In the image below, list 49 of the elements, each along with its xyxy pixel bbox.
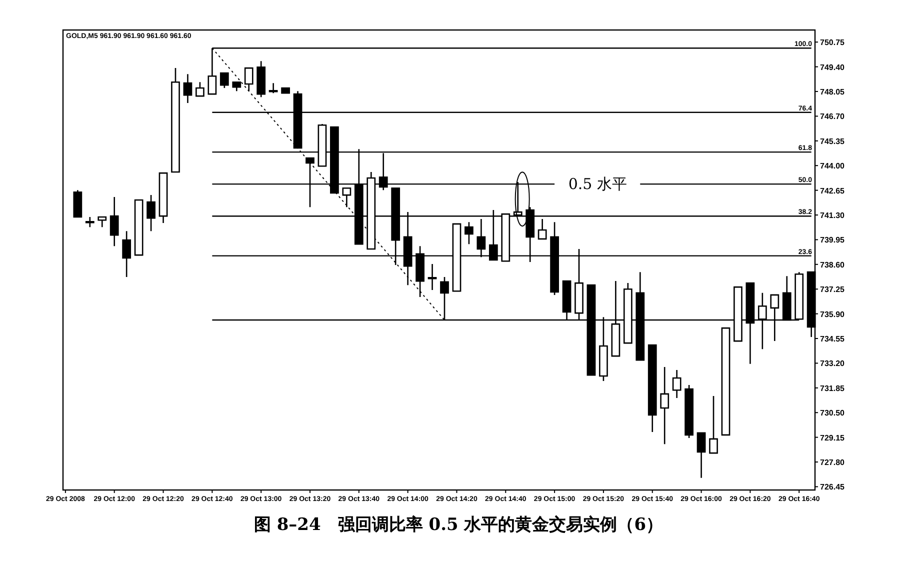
- y-tick-label: 745.35: [820, 136, 846, 146]
- y-tick-label: 734.55: [820, 334, 846, 344]
- candlestick: [244, 67, 254, 92]
- y-tick-label: 727.80: [820, 458, 846, 468]
- candlestick: [183, 73, 192, 104]
- annotation: 0.5 水平: [568, 175, 627, 194]
- text: 图 8–24 强回调比率 0.5 水平的黄金交易实例（6）: [254, 515, 664, 535]
- y-tick-label: 735.90: [820, 310, 846, 319]
- y-tick-label: 733.20: [820, 359, 846, 368]
- y-tick-label: 746.70: [820, 112, 846, 122]
- candlestick: [709, 395, 718, 454]
- candlestick: [98, 216, 107, 228]
- candlestick: [73, 189, 82, 218]
- y-tick-label: 748.05: [820, 87, 846, 96]
- candlestick: [110, 196, 119, 247]
- candlestick: [232, 82, 242, 92]
- candlestick: [158, 172, 168, 224]
- candlestick: [538, 218, 547, 240]
- candlestick: [696, 432, 706, 479]
- candlestick: [268, 82, 278, 94]
- candlestick: [146, 194, 156, 232]
- candlestick: [134, 199, 144, 256]
- candlestick: [281, 87, 290, 94]
- y-tick-label: 738.60: [820, 260, 846, 270]
- y-tick-label: 729.15: [820, 433, 846, 442]
- y-tick-label: 726.45: [820, 482, 846, 492]
- y-tick-label: 749.40: [820, 62, 846, 72]
- candlestick: [721, 327, 730, 436]
- candlestick: [428, 263, 437, 291]
- candlestick: [672, 369, 682, 399]
- candlestick: [342, 187, 352, 208]
- y-tick-label: 737.25: [820, 285, 846, 294]
- candlestick: [196, 82, 204, 97]
- y-tick-label: 750.75: [820, 38, 846, 48]
- candlestick: [220, 72, 229, 89]
- y-tick-label: 739.95: [820, 236, 846, 245]
- candlestick: [648, 344, 657, 433]
- candlestick: [122, 230, 132, 278]
- candlestick: [256, 60, 266, 98]
- candlestick: [171, 67, 180, 173]
- candlestick: [660, 366, 670, 445]
- candlestick: [464, 221, 474, 245]
- y-tick-label: 730.50: [820, 408, 846, 418]
- y-tick-label: 742.65: [820, 186, 846, 196]
- y-tick-label: 741.30: [820, 210, 846, 220]
- candlestick: [684, 384, 694, 439]
- candlestick: [85, 216, 94, 228]
- y-tick-label: 744.00: [820, 162, 846, 171]
- y-tick-label: 731.85: [820, 384, 846, 393]
